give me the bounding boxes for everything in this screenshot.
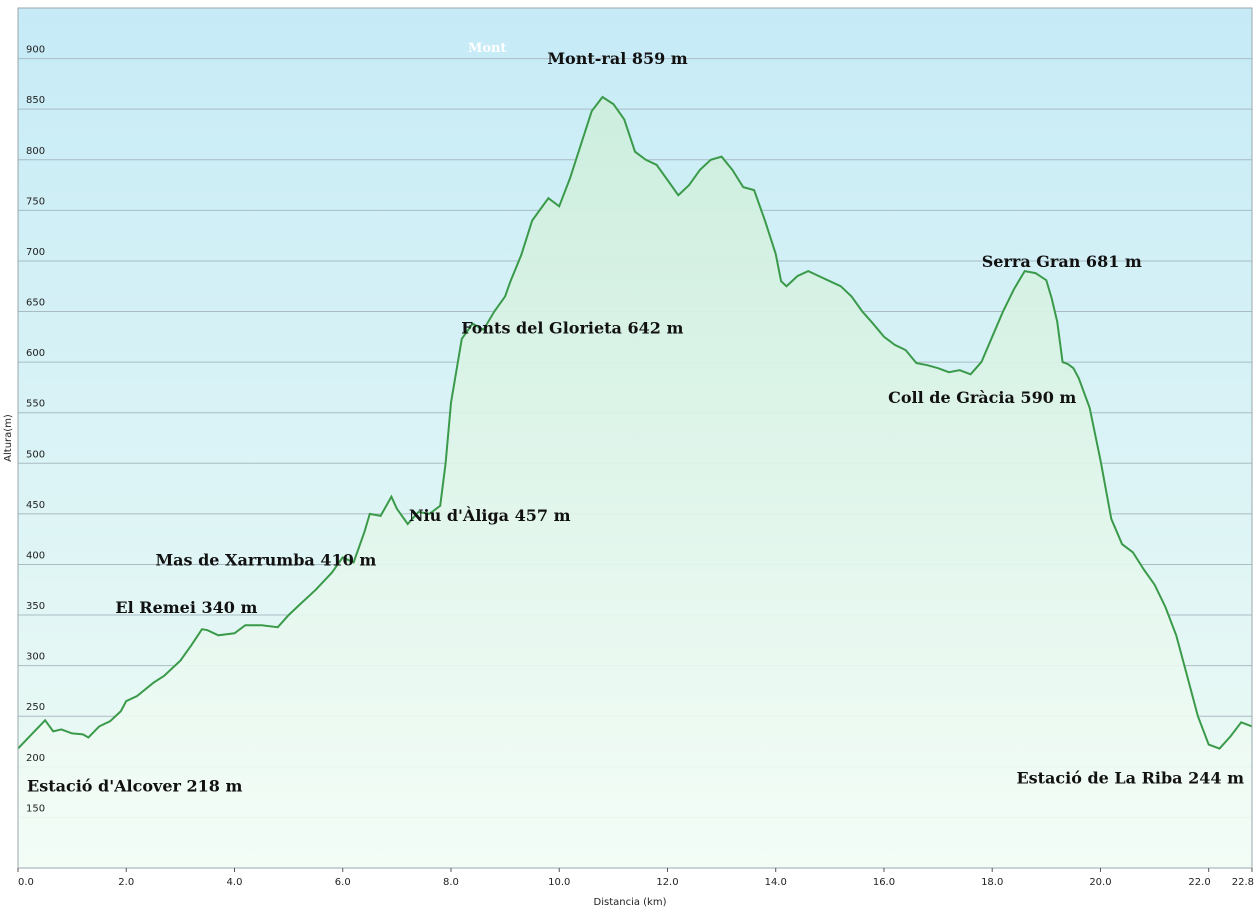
x-tick-label-0.0: 0.0 [18,877,34,888]
waypoint-label-4: Mas de Xarrumba 410 m [155,550,376,569]
x-tick-label-12.0: 12.0 [656,877,678,888]
x-tick-label-18.0: 18.0 [981,877,1003,888]
y-tick-label-650: 650 [26,298,45,309]
waypoint-annotations: Mont-ral 859 m Serra Gran 681 m Fonts del … [27,49,1244,796]
x-tick-label-6.0: 6.0 [335,877,351,888]
x-tick-label-22.0: 22.0 [1188,877,1210,888]
waypoint-label-1: Serra Gran 681 m [982,252,1142,271]
x-tick-label-22.8: 22.8 [1232,877,1254,888]
y-tick-label-500: 500 [26,449,45,460]
waypoint-label-7: Estació d'Alcover 218 m [27,777,242,796]
waypoint-label-3: Coll de Gràcia 590 m [888,388,1076,407]
elevation-line [17,95,1253,750]
x-axis-title: Distancia (km) [594,897,667,908]
y-axis-ticks: 900 850 800 750 700 650 600 550 500 450 400 350 300 2… [26,45,45,815]
x-tick-label-2.0: 2.0 [118,877,134,888]
y-tick-label-900: 900 [26,45,45,56]
y-tick-label-750: 750 [26,196,45,207]
y-tick-label-550: 550 [26,399,45,410]
y-tick-label-600: 600 [26,348,45,359]
waypoint-label-5: Niu d'Àliga 457 m [409,505,571,525]
x-tick-label-10.0: 10.0 [548,877,570,888]
waypoint-label-8: Estació de La Riba 244 m [1016,768,1244,787]
y-tick-label-200: 200 [26,753,45,764]
y-tick-label-350: 350 [26,601,45,612]
y-tick-label-400: 400 [26,550,45,561]
waypoint-label-2: Fonts del Glorieta 642 m [461,319,683,338]
y-tick-label-150: 150 [26,803,45,814]
y-axis-title: Altura(m) [3,414,14,462]
x-tick-label-4.0: 4.0 [227,877,243,888]
y-tick-label-850: 850 [26,95,45,106]
x-tick-label-14.0: 14.0 [765,877,787,888]
x-tick-label-8.0: 8.0 [443,877,459,888]
x-axis-ticks: 0.0 2.0 4.0 6.0 8.0 10.0 12.0 14.0 16.0 18.0 20.0 2… [17,868,1254,888]
plot-border [17,7,1253,869]
y-tick-label-700: 700 [26,247,45,258]
faint-peak-label: Mont [468,41,507,56]
y-tick-label-450: 450 [26,500,45,511]
x-tick-label-16.0: 16.0 [873,877,895,888]
y-tick-label-300: 300 [26,652,45,663]
waypoint-label-0: Mont-ral 859 m [547,49,687,68]
y-tick-label-800: 800 [26,146,45,157]
elevation-area-fill [18,97,1252,868]
waypoint-label-6: El Remei 340 m [115,598,257,617]
y-tick-label-250: 250 [26,702,45,713]
x-tick-label-20.0: 20.0 [1089,877,1111,888]
